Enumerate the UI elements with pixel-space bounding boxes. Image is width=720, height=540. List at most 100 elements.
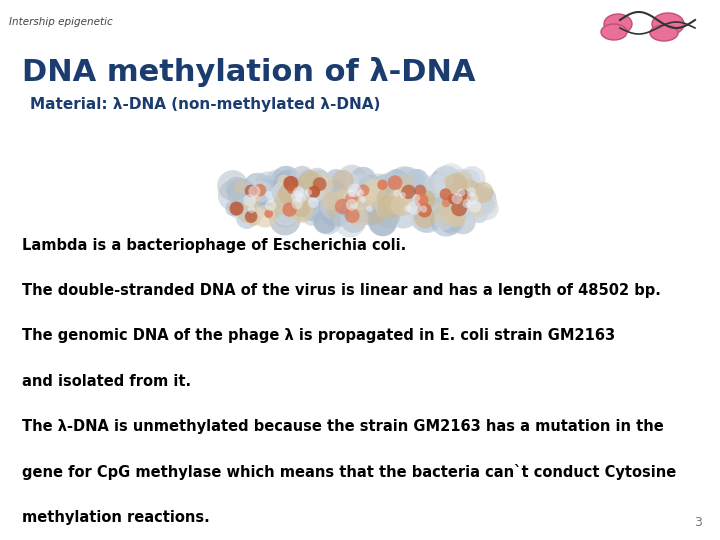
Circle shape — [253, 205, 276, 227]
Circle shape — [341, 204, 355, 218]
Circle shape — [419, 207, 429, 217]
Circle shape — [348, 190, 355, 197]
Circle shape — [434, 211, 454, 231]
Circle shape — [439, 209, 465, 234]
Circle shape — [426, 200, 446, 221]
Circle shape — [375, 180, 388, 194]
Circle shape — [283, 180, 300, 196]
Circle shape — [240, 187, 259, 206]
Circle shape — [264, 209, 273, 218]
Circle shape — [451, 171, 472, 192]
Circle shape — [218, 180, 249, 211]
Circle shape — [312, 170, 330, 189]
Circle shape — [243, 173, 273, 202]
Circle shape — [413, 194, 420, 202]
Circle shape — [412, 202, 443, 233]
Circle shape — [299, 170, 320, 191]
Circle shape — [326, 191, 341, 206]
Circle shape — [440, 188, 451, 200]
Circle shape — [311, 173, 333, 195]
Circle shape — [438, 208, 462, 233]
Circle shape — [261, 193, 279, 210]
Circle shape — [457, 179, 481, 203]
Circle shape — [271, 166, 301, 195]
Circle shape — [300, 190, 315, 205]
Circle shape — [431, 166, 462, 197]
Circle shape — [246, 173, 272, 200]
Circle shape — [472, 207, 487, 223]
Circle shape — [384, 193, 400, 209]
Circle shape — [291, 182, 305, 197]
Circle shape — [448, 194, 458, 204]
Circle shape — [277, 174, 290, 187]
Circle shape — [462, 199, 471, 208]
Circle shape — [413, 184, 433, 204]
Circle shape — [446, 210, 464, 228]
Circle shape — [305, 170, 330, 194]
Circle shape — [433, 203, 456, 225]
Circle shape — [323, 190, 343, 210]
Circle shape — [390, 194, 413, 216]
Circle shape — [278, 201, 295, 219]
Circle shape — [390, 200, 418, 228]
Text: and isolated from it.: and isolated from it. — [22, 374, 191, 389]
Circle shape — [405, 185, 423, 202]
Circle shape — [287, 185, 297, 194]
Circle shape — [390, 166, 418, 195]
Circle shape — [361, 191, 380, 210]
Circle shape — [335, 199, 351, 214]
Circle shape — [296, 193, 306, 203]
Circle shape — [260, 176, 281, 197]
Circle shape — [446, 179, 469, 201]
Circle shape — [368, 206, 397, 236]
Circle shape — [377, 179, 387, 190]
Circle shape — [330, 194, 348, 213]
Circle shape — [390, 183, 413, 206]
Circle shape — [444, 176, 454, 185]
Circle shape — [278, 183, 301, 206]
Circle shape — [360, 196, 366, 202]
Circle shape — [289, 166, 315, 191]
Circle shape — [290, 199, 303, 212]
Text: The genomic DNA of the phage λ is propagated in E. coli strain GM2163: The genomic DNA of the phage λ is propag… — [22, 328, 615, 343]
Circle shape — [369, 173, 388, 192]
Circle shape — [308, 197, 319, 208]
Circle shape — [303, 172, 325, 193]
Text: Material: λ-DNA (non-methylated λ-DNA): Material: λ-DNA (non-methylated λ-DNA) — [30, 97, 381, 112]
Circle shape — [352, 167, 375, 190]
Circle shape — [275, 171, 289, 185]
Circle shape — [372, 185, 400, 213]
Circle shape — [415, 182, 445, 212]
Circle shape — [243, 194, 256, 207]
Circle shape — [251, 186, 264, 199]
Circle shape — [419, 190, 438, 208]
Circle shape — [369, 185, 387, 204]
Circle shape — [476, 197, 498, 220]
Circle shape — [469, 200, 481, 213]
Circle shape — [351, 192, 373, 214]
Circle shape — [271, 191, 287, 206]
Circle shape — [343, 201, 354, 212]
Circle shape — [248, 206, 256, 213]
Circle shape — [324, 179, 345, 200]
Circle shape — [292, 199, 310, 218]
Circle shape — [251, 191, 261, 201]
Circle shape — [446, 207, 466, 227]
Circle shape — [341, 206, 367, 233]
Circle shape — [377, 186, 400, 210]
Circle shape — [360, 196, 382, 218]
Circle shape — [402, 175, 423, 197]
Circle shape — [251, 176, 280, 204]
Circle shape — [272, 195, 292, 214]
Circle shape — [459, 198, 475, 213]
Circle shape — [348, 174, 375, 201]
Circle shape — [382, 181, 402, 201]
Circle shape — [266, 207, 279, 220]
Circle shape — [406, 200, 425, 218]
Circle shape — [477, 188, 496, 207]
Circle shape — [346, 195, 362, 212]
Circle shape — [225, 201, 240, 216]
Circle shape — [238, 202, 258, 223]
Circle shape — [367, 191, 384, 208]
Circle shape — [322, 191, 345, 214]
